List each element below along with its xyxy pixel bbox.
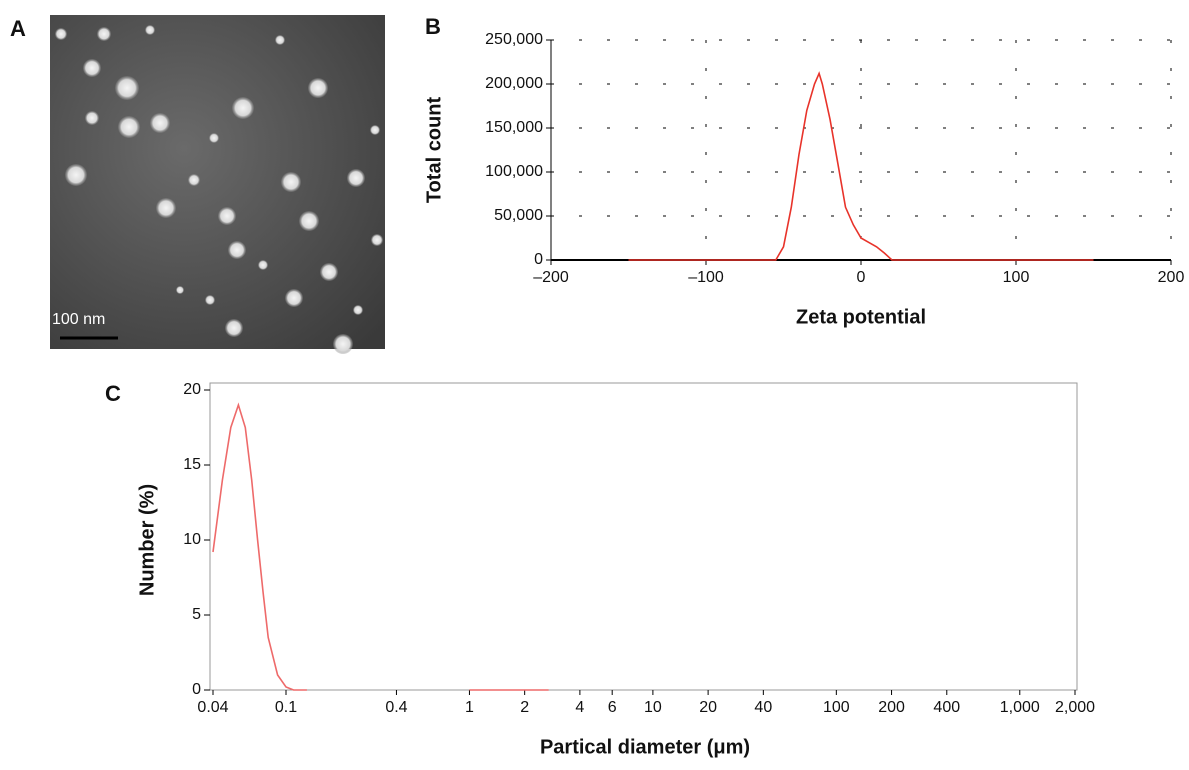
y-tick-label: 10 — [183, 531, 201, 548]
x-tick-label: 20 — [699, 699, 717, 716]
x-axis-title: Partical diameter (μm) — [540, 736, 750, 758]
x-tick-label: 10 — [644, 699, 662, 716]
y-axis-title: Number (%) — [136, 484, 158, 596]
x-tick-label: 200 — [1158, 269, 1185, 286]
x-tick-label: 400 — [933, 699, 960, 716]
panel-label: C — [105, 381, 121, 406]
y-tick-label: 50,000 — [494, 207, 543, 224]
x-tick-label: 0.04 — [197, 699, 228, 716]
y-axis-title: Total count — [423, 97, 445, 204]
x-tick-label: 6 — [608, 699, 617, 716]
scale-bar-label: 100 nm — [52, 311, 105, 328]
y-tick-label: 150,000 — [485, 119, 543, 136]
y-tick-label: 200,000 — [485, 75, 543, 92]
tem-image: 100 nm — [50, 15, 385, 354]
x-tick-label: 1,000 — [1000, 699, 1040, 716]
y-tick-label: 0 — [192, 681, 201, 698]
y-tick-label: 250,000 — [485, 31, 543, 48]
y-tick-label: 5 — [192, 606, 201, 623]
x-axis-title: Zeta potential — [796, 306, 926, 328]
x-tick-label: 2 — [520, 699, 529, 716]
y-tick-label: 0 — [534, 251, 543, 268]
x-tick-label: –100 — [688, 269, 724, 286]
x-tick-label: 100 — [823, 699, 850, 716]
x-tick-label: 0.4 — [385, 699, 407, 716]
data-line — [628, 71, 1094, 261]
x-tick-label: 0 — [857, 269, 866, 286]
x-tick-label: 100 — [1003, 269, 1030, 286]
plot-frame — [209, 382, 1078, 691]
x-tick-label: 40 — [754, 699, 772, 716]
panel-label: B — [425, 14, 441, 39]
x-tick-label: 2,000 — [1055, 699, 1095, 716]
y-tick-label: 20 — [183, 381, 201, 398]
x-tick-label: 200 — [878, 699, 905, 716]
x-tick-label: 1 — [465, 699, 474, 716]
y-tick-label: 100,000 — [485, 163, 543, 180]
data-line — [212, 402, 549, 691]
panel-label: A — [10, 16, 26, 41]
y-tick-label: 15 — [183, 456, 201, 473]
x-tick-label: 4 — [575, 699, 584, 716]
x-tick-label: –200 — [533, 269, 569, 286]
x-tick-label: 0.1 — [275, 699, 297, 716]
